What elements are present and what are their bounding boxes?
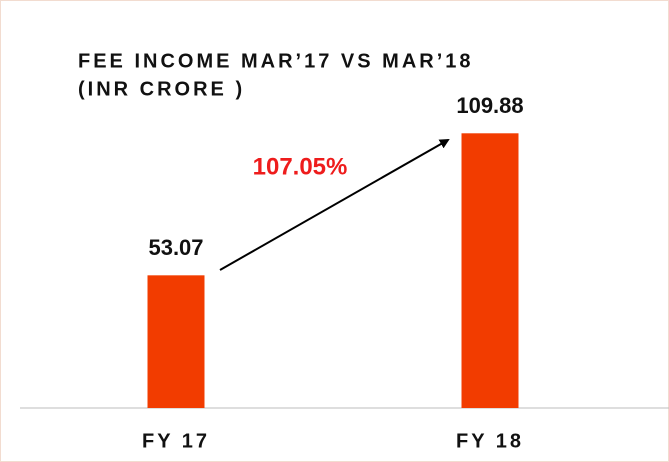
chart-title: FEE INCOME MAR’17 VS MAR’18 [78,50,474,72]
bar [461,133,519,409]
growth-arrow [219,139,450,271]
chart-subtitle: (INR CRORE ) [78,78,245,100]
value-label: 53.07 [148,235,203,260]
x-tick-label: FY 18 [456,430,524,452]
growth-annotation: 107.05% [253,153,348,180]
bar [147,275,205,408]
value-label: 109.88 [456,93,523,118]
x-tick-label: FY 17 [142,430,210,452]
